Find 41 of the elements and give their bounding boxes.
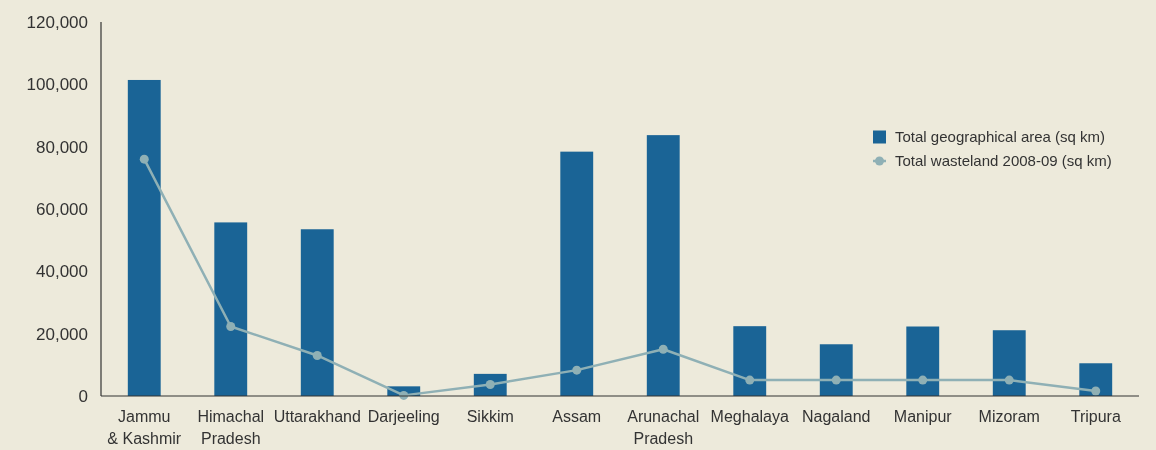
x-tick-label: Jammu & Kashmir bbox=[107, 408, 182, 447]
x-tick-label: Nagaland bbox=[802, 408, 871, 425]
point bbox=[1091, 386, 1101, 396]
y-tick-label: 80,000 bbox=[36, 137, 88, 157]
bar bbox=[906, 326, 940, 396]
y-tick-label: 20,000 bbox=[36, 324, 88, 344]
point bbox=[226, 322, 236, 331]
point bbox=[139, 154, 149, 164]
point bbox=[831, 375, 841, 385]
y-tick-label: 100,000 bbox=[26, 75, 88, 95]
bar bbox=[819, 344, 853, 396]
point bbox=[658, 344, 668, 354]
bar bbox=[127, 79, 161, 396]
bar bbox=[992, 330, 1026, 396]
point bbox=[745, 375, 755, 385]
y-tick-label: 0 bbox=[78, 386, 88, 406]
x-tick-label: Assam bbox=[552, 408, 602, 425]
x-tick-label: Darjeeling bbox=[367, 408, 440, 425]
bar bbox=[1079, 363, 1113, 396]
x-tick-label: Meghalaya bbox=[710, 408, 789, 425]
point bbox=[572, 365, 582, 375]
point bbox=[312, 350, 322, 360]
y-tick-label: 40,000 bbox=[36, 262, 88, 282]
bar bbox=[646, 135, 680, 396]
legend-label: Total wasteland 2008-09 (sq km) bbox=[895, 152, 1112, 170]
bar bbox=[560, 151, 594, 396]
y-tick-label: 120,000 bbox=[26, 12, 88, 32]
point bbox=[918, 375, 928, 385]
x-tick-label: Uttarakhand bbox=[273, 408, 361, 425]
y-tick-label: 60,000 bbox=[36, 199, 88, 219]
bar bbox=[300, 229, 334, 396]
x-tick-label: Manipur bbox=[893, 408, 953, 425]
bar bbox=[214, 222, 248, 396]
x-tick-label: Mizoram bbox=[978, 408, 1040, 425]
x-tick-label: Sikkim bbox=[466, 408, 514, 425]
point bbox=[1004, 375, 1014, 385]
x-tick-label: Himachal Pradesh bbox=[197, 408, 265, 447]
bar bbox=[733, 326, 767, 396]
x-tick-label: Arunachal Pradesh bbox=[627, 408, 700, 447]
legend-label: Total geographical area (sq km) bbox=[895, 128, 1106, 146]
x-tick-label: Tripura bbox=[1070, 408, 1121, 425]
